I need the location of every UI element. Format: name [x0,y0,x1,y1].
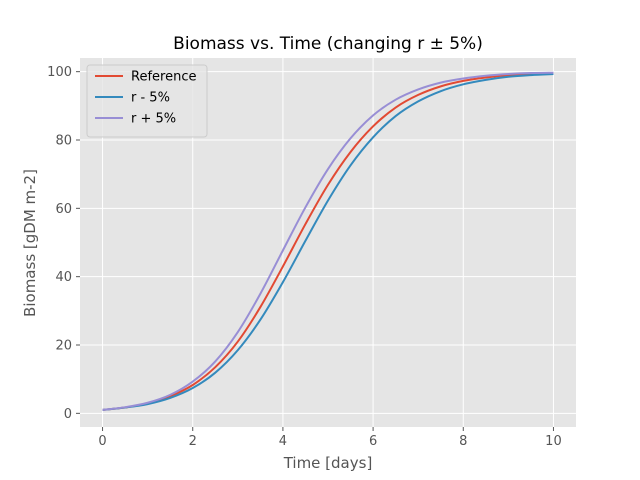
y-tick-label: 40 [55,270,72,285]
y-tick-label: 100 [47,65,72,80]
x-tick-label: 2 [189,434,197,449]
reference-line [102,72,554,411]
x-tick-label: 4 [279,434,287,449]
x-tick-label: 0 [98,434,106,449]
x-axis-label: Time [days] [283,454,373,472]
x-tick-label: 6 [369,434,377,449]
legend-entry: r + 5% [131,112,176,127]
legend-entry: Reference [131,70,196,85]
y-tick-label: 20 [55,339,72,354]
y-tick-label: 0 [64,407,72,422]
y-tick-label: 60 [55,202,72,217]
r-plus-5-line [102,71,554,411]
series-lines [102,71,554,411]
y-tick-label: 80 [55,134,72,149]
r-minus-5-line [102,73,554,411]
legend-entry: r - 5% [131,91,170,106]
chart-title: Biomass vs. Time (changing r ± 5%) [173,34,483,54]
legend: Reference r - 5% r + 5% [86,64,208,138]
x-tick-label: 10 [545,434,562,449]
y-axis-label: Biomass [gDM m-2] [21,169,39,317]
x-tick-label: 8 [459,434,467,449]
grid [80,58,576,427]
